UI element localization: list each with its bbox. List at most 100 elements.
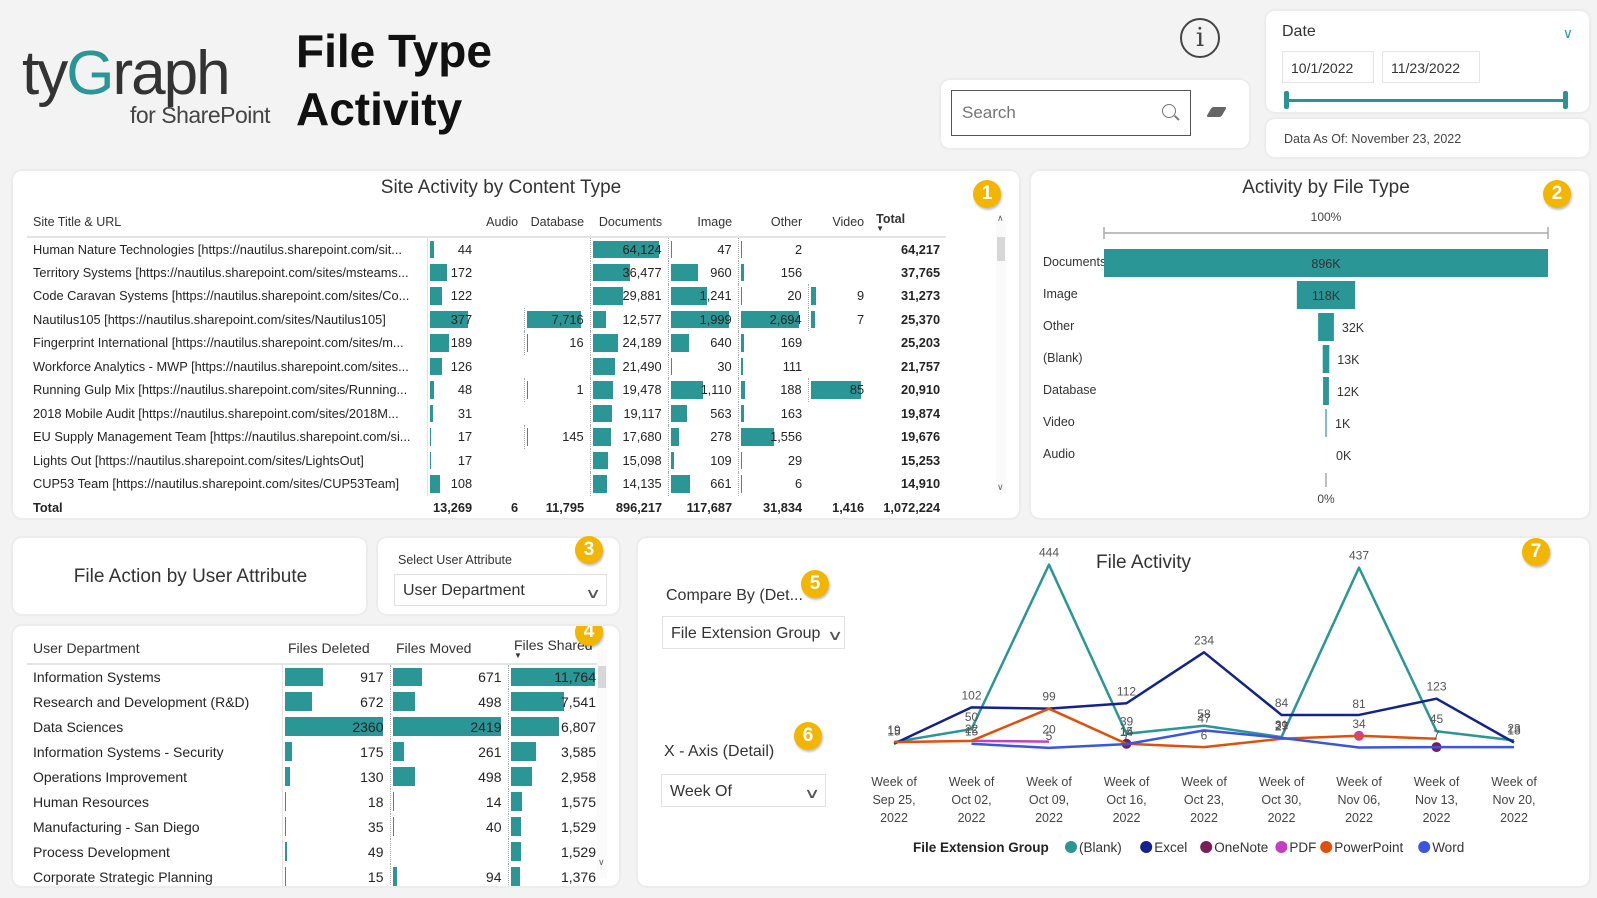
search-icon[interactable] xyxy=(1162,104,1176,118)
scroll-down-icon[interactable]: ∨ xyxy=(997,482,1004,492)
category-label: Audio xyxy=(1043,447,1075,461)
site-title-cell: Running Gulp Mix [https://nautilus.share… xyxy=(27,378,428,402)
eraser-icon[interactable] xyxy=(1206,107,1227,117)
x-axis-dropdown[interactable]: Week Of ∨ xyxy=(661,774,826,807)
legend-marker[interactable] xyxy=(1140,841,1153,853)
funnel-bar[interactable] xyxy=(1325,409,1327,437)
legend-item[interactable]: PowerPoint xyxy=(1334,840,1403,855)
legend-marker[interactable] xyxy=(1320,841,1333,853)
scroll-up-icon[interactable]: ∧ xyxy=(997,213,1004,223)
scrollbar-thumb[interactable] xyxy=(598,666,606,688)
legend-item[interactable]: Word xyxy=(1432,840,1464,855)
table-row[interactable]: 2018 Mobile Audit [https://nautilus.shar… xyxy=(27,401,946,425)
compare-by-dropdown[interactable]: File Extension Group ∨ xyxy=(662,616,845,649)
table-row[interactable]: Code Caravan Systems [https://nautilus.s… xyxy=(27,284,946,308)
table-row[interactable]: Information Systems 917 671 11,764 xyxy=(27,664,602,689)
column-header-other[interactable]: Other xyxy=(770,214,803,229)
data-bar xyxy=(510,742,537,761)
table-row[interactable]: Process Development 49 1,529 xyxy=(27,839,602,864)
x-tick-label: Oct 09, xyxy=(1029,793,1069,807)
table-row[interactable]: Corporate Strategic Planning 15 94 1,376 xyxy=(27,864,602,886)
table-row[interactable]: Data Sciences 2360 2419 6,807 xyxy=(27,714,602,739)
slider-start-handle[interactable] xyxy=(1284,91,1289,109)
legend-marker[interactable] xyxy=(1275,841,1288,853)
table-row[interactable]: Operations Improvement 130 498 2,958 xyxy=(27,764,602,789)
value-cell: 40 xyxy=(389,814,508,839)
data-bar xyxy=(592,241,659,258)
legend-marker[interactable] xyxy=(1418,841,1431,853)
value-cell: 15,098 xyxy=(589,448,669,472)
column-header-files-shared[interactable]: Files Shared ▼ xyxy=(508,632,602,664)
value-cell: 1,110 xyxy=(667,378,739,402)
series-line-blank[interactable] xyxy=(893,563,1515,744)
column-header-video[interactable]: Video xyxy=(832,214,865,229)
series-line-pdf[interactable] xyxy=(971,739,1050,743)
series-line-excel[interactable] xyxy=(893,651,1515,745)
chevron-down-icon[interactable]: ∨ xyxy=(1562,25,1573,41)
column-header-documents[interactable]: Documents xyxy=(598,214,663,229)
column-header-blank[interactable] xyxy=(427,207,478,237)
table-scrollbar[interactable]: ∧ ∨ xyxy=(996,213,1006,493)
table-row[interactable]: Human Nature Technologies [https://nauti… xyxy=(27,237,946,261)
table-row[interactable]: Manufacturing - San Diego 35 40 1,529 xyxy=(27,814,602,839)
table-row[interactable]: Information Systems - Security 175 261 3,58… xyxy=(27,739,602,764)
legend-item[interactable]: (Blank) xyxy=(1079,840,1122,855)
search-box[interactable] xyxy=(951,90,1191,136)
table-row[interactable]: Territory Systems [https://nautilus.shar… xyxy=(27,260,946,285)
value-label: 896K xyxy=(1311,257,1341,271)
column-header-audio[interactable]: Audio xyxy=(486,214,519,229)
value-cell: 1,529 xyxy=(507,814,602,839)
date-range-slider[interactable] xyxy=(1286,99,1566,102)
scrollbar-thumb[interactable] xyxy=(997,237,1005,261)
data-bar xyxy=(526,428,528,446)
column-header-files-moved[interactable]: Files Moved xyxy=(396,639,472,656)
cell-value: 24,189 xyxy=(622,335,662,351)
funnel-bar[interactable] xyxy=(1296,281,1356,309)
data-bar xyxy=(670,334,690,352)
legend-item[interactable]: PDF xyxy=(1289,840,1316,855)
series-line-word[interactable] xyxy=(971,729,1515,750)
table-row[interactable]: Fingerprint International [https://nauti… xyxy=(27,331,946,355)
column-header-user-department[interactable]: User Department xyxy=(33,639,140,656)
table-row[interactable]: Human Resources 18 14 1,575 xyxy=(27,789,602,814)
funnel-bar[interactable] xyxy=(1104,249,1548,277)
legend-marker[interactable] xyxy=(1065,841,1077,853)
slider-end-handle[interactable] xyxy=(1563,91,1568,109)
cell-value: 278 xyxy=(710,429,732,445)
table-row[interactable]: Workforce Analytics - MWP [https://nauti… xyxy=(27,354,946,378)
column-header-database[interactable]: Database xyxy=(530,214,585,229)
data-bar xyxy=(526,310,581,328)
data-bar xyxy=(392,867,397,886)
scroll-down-icon[interactable]: ∨ xyxy=(598,857,605,867)
date-start-input[interactable]: 10/1/2022 xyxy=(1282,51,1374,83)
legend-item[interactable]: OneNote xyxy=(1214,840,1268,855)
value-cell xyxy=(808,261,870,285)
legend-marker[interactable] xyxy=(1200,841,1213,853)
column-header-files-deleted[interactable]: Files Deleted xyxy=(288,639,370,656)
funnel-bar[interactable] xyxy=(1322,345,1330,373)
table-row[interactable]: EU Supply Management Team [https://nauti… xyxy=(27,425,946,449)
date-end-input[interactable]: 11/23/2022 xyxy=(1382,51,1480,83)
column-header-site-title-url[interactable]: Site Title & URL xyxy=(33,214,122,229)
column-header-image[interactable]: Image xyxy=(697,214,733,229)
user-attribute-dropdown[interactable]: User Department ∨ xyxy=(394,574,607,606)
table-row[interactable]: Nautilus105 [https://nautilus.sharepoint… xyxy=(27,307,946,331)
table-row[interactable]: Research and Development (R&D) 672 498 7,54… xyxy=(27,689,602,714)
funnel-bar[interactable] xyxy=(1323,377,1329,405)
search-input[interactable] xyxy=(962,103,1152,123)
series-line-powerpoint[interactable] xyxy=(893,707,1437,749)
legend-item[interactable]: Excel xyxy=(1154,840,1187,855)
table-row[interactable]: Running Gulp Mix [https://nautilus.share… xyxy=(27,378,946,402)
cell-value: 498 xyxy=(478,768,502,785)
table-scrollbar[interactable]: ∨ xyxy=(597,650,607,878)
table-row[interactable]: CUP53 Team [https://nautilus.sharepoint.… xyxy=(27,472,946,496)
info-icon[interactable]: i xyxy=(1180,18,1220,58)
column-header-total[interactable]: Total ▼ xyxy=(870,207,946,237)
table-row[interactable]: Lights Out [https://nautilus.sharepoint.… xyxy=(27,448,946,472)
cell-value: 172 xyxy=(450,264,473,280)
funnel-bar[interactable] xyxy=(1318,313,1334,341)
department-cell: Information Systems xyxy=(27,664,283,689)
value-cell xyxy=(389,839,508,864)
total-cell: 31,834 xyxy=(763,500,803,515)
value-cell: 37,765 xyxy=(870,261,946,285)
